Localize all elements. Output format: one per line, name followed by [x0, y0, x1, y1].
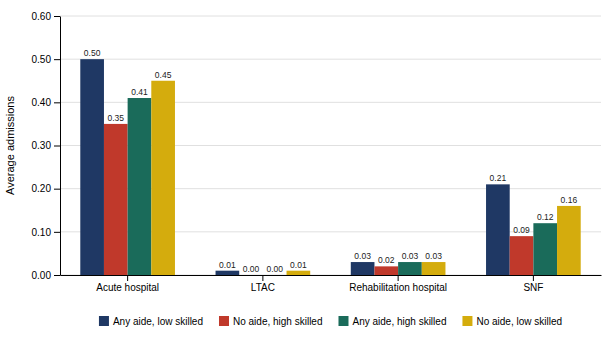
bar: [287, 271, 311, 275]
y-tick: 0.20: [32, 183, 60, 194]
bar: [128, 98, 152, 275]
legend-swatch: [338, 316, 348, 326]
grid-line: [60, 59, 601, 60]
bar: [216, 271, 240, 275]
data-label: 0.50: [84, 48, 101, 58]
legend-swatch: [99, 316, 109, 326]
y-axis-title: Average admissions: [4, 96, 16, 195]
bar: [486, 184, 510, 275]
y-tick: 0.10: [32, 227, 60, 238]
y-tick-mark: [54, 16, 60, 17]
data-label: 0.16: [561, 195, 578, 205]
bar: [351, 262, 375, 275]
x-tick-mark: [398, 275, 399, 281]
data-labels: 0.50 0.01 0.03 0.21 0.35 0.00 0.02 0.09 0.41 0.00…: [84, 48, 578, 274]
data-label: 0.02: [378, 255, 395, 265]
x-tick: LTAC: [251, 275, 275, 293]
data-label: 0.01: [290, 260, 307, 270]
y-tick-mark: [54, 189, 60, 190]
x-axis: Acute hospital LTAC Rehabilitation hospita…: [61, 275, 602, 293]
bar: [422, 262, 446, 275]
bar: [533, 223, 557, 275]
data-label: 0.12: [537, 212, 554, 222]
x-tick-label: Rehabilitation hospital: [349, 282, 447, 293]
legend-label: Any aide, high skilled: [352, 316, 446, 327]
data-label: 0.00: [243, 264, 260, 274]
data-label: 0.41: [131, 87, 148, 97]
bar: [104, 124, 128, 275]
y-axis-line: [60, 17, 61, 276]
y-tick-label: 0.10: [32, 227, 52, 238]
bar-series: [128, 98, 557, 275]
grid: [60, 16, 601, 275]
y-tick-mark: [54, 102, 60, 103]
x-tick: Rehabilitation hospital: [349, 275, 447, 293]
bar-series: [151, 81, 580, 275]
bar: [557, 206, 581, 275]
data-label: 0.00: [266, 264, 283, 274]
bar-series: [80, 59, 509, 275]
y-tick-mark: [54, 275, 60, 276]
x-tick-mark: [127, 275, 128, 281]
y-tick: 0.00: [32, 270, 60, 281]
chart: 0.00 0.10 0.20 0.30 0.40 0.50 0.60 Average admi…: [0, 0, 613, 337]
y-tick-mark: [54, 232, 60, 233]
legend-item: No aide, low skilled: [462, 316, 562, 327]
y-tick: 0.40: [32, 97, 60, 108]
x-tick-label: LTAC: [251, 282, 275, 293]
data-label: 0.03: [425, 251, 442, 261]
plot: 0.00 0.10 0.20 0.30 0.40 0.50 0.60 Average admi…: [4, 11, 602, 293]
y-tick-label: 0.40: [32, 97, 52, 108]
x-axis-line: [61, 275, 602, 276]
data-label: 0.09: [513, 225, 530, 235]
legend-item: No aide, high skilled: [219, 316, 323, 327]
legend-item: Any aide, low skilled: [99, 316, 203, 327]
y-tick-label: 0.30: [32, 140, 52, 151]
y-axis: 0.00 0.10 0.20 0.30 0.40 0.50 0.60: [32, 11, 61, 281]
x-tick: SNF: [523, 275, 543, 293]
bar: [151, 81, 175, 275]
legend-item: Any aide, high skilled: [338, 316, 446, 327]
data-label: 0.01: [219, 260, 236, 270]
legend-swatch: [462, 316, 472, 326]
grid-line: [60, 16, 601, 17]
data-label: 0.45: [155, 70, 172, 80]
bar: [398, 262, 422, 275]
y-tick-label: 0.20: [32, 183, 52, 194]
bar: [239, 275, 263, 276]
legend-label: Any aide, low skilled: [113, 316, 203, 327]
legend-swatch: [219, 316, 229, 326]
y-tick: 0.50: [32, 54, 60, 65]
y-tick-mark: [54, 146, 60, 147]
data-label: 0.03: [402, 251, 419, 261]
legend: Any aide, low skilled No aide, high skill…: [99, 316, 562, 327]
bar: [374, 266, 398, 275]
data-label: 0.21: [490, 173, 507, 183]
bars: [80, 59, 580, 275]
bar: [80, 59, 104, 275]
y-tick-label: 0.00: [32, 270, 52, 281]
x-tick-mark: [533, 275, 534, 281]
y-tick-mark: [54, 59, 60, 60]
data-label: 0.03: [354, 251, 371, 261]
y-tick-label: 0.60: [32, 11, 52, 22]
x-tick-label: Acute hospital: [96, 282, 159, 293]
x-tick: Acute hospital: [96, 275, 159, 293]
bar: [263, 275, 287, 276]
x-tick-mark: [262, 275, 263, 281]
x-tick-label: SNF: [523, 282, 543, 293]
legend-label: No aide, low skilled: [476, 316, 562, 327]
y-tick-label: 0.50: [32, 54, 52, 65]
bar: [510, 236, 534, 275]
data-label: 0.35: [108, 113, 125, 123]
legend-label: No aide, high skilled: [233, 316, 323, 327]
y-tick: 0.60: [32, 11, 60, 22]
y-tick: 0.30: [32, 140, 60, 151]
